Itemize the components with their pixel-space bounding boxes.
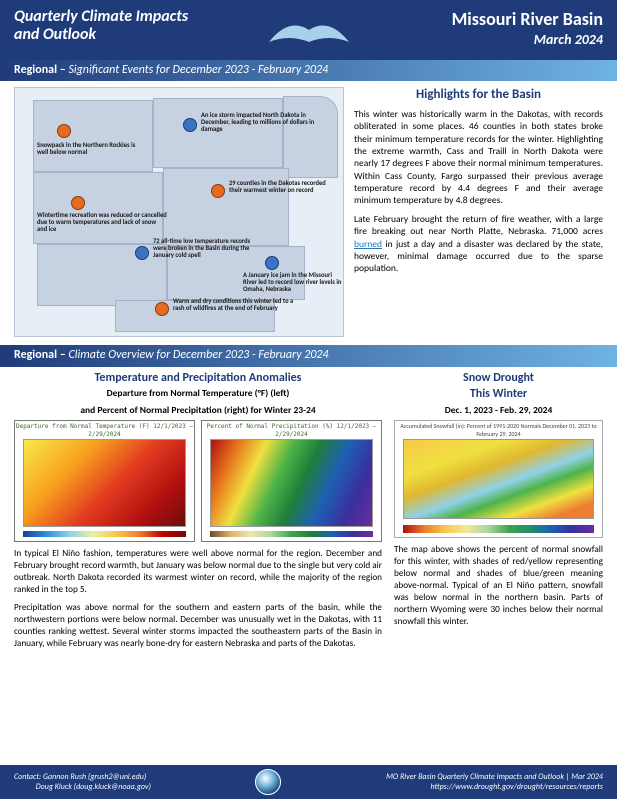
snow-chart: Accumulated Snowfall (in): Percent of 19…	[394, 420, 603, 538]
callout-icestorm: An ice storm impacted North Dakota in De…	[201, 112, 331, 133]
highlights-p2a: Late February brought the return of fire…	[354, 213, 603, 237]
temp-precip-heading: Temperature and Precipitation Anomalies	[14, 371, 382, 387]
section2-label: Regional –	[14, 348, 66, 362]
snow-p1: The map above shows the percent of norma…	[394, 544, 603, 628]
highlights-panel: Highlights for the Basin This winter was…	[354, 87, 603, 337]
basin-name: Missouri River Basin	[452, 8, 603, 31]
contact1: Gannon Rush (grush2@unl.edu)	[43, 772, 146, 782]
temp-precip-p1: In typical El Niño fashion, temperatures…	[14, 548, 382, 596]
page-header: Quarterly Climate Impacts and Outlook Mi…	[0, 0, 617, 60]
temp-precip-sub1: Departure from Normal Temperature (°F) (…	[14, 387, 382, 399]
temp-precip-sub2: and Percent of Normal Precipitation (rig…	[14, 404, 382, 416]
snow-colorbar	[403, 525, 594, 533]
doc-region-date: Missouri River Basin March 2024	[452, 8, 603, 50]
section2-title: Climate Overview for December 2023 - Feb…	[68, 348, 328, 362]
burned-link[interactable]: burned	[354, 238, 382, 250]
highlights-p2: Late February brought the return of fire…	[354, 213, 603, 275]
precip-chart-title: Percent of Normal Precipitation (%) 12/1…	[202, 423, 381, 439]
snow-chart-title: Accumulated Snowfall (in): Percent of 19…	[395, 421, 602, 439]
cite1: MO River Basin Quarterly Climate Impacts…	[386, 772, 603, 782]
page-footer: Contact: Gannon Rush (grush2@unl.edu) Do…	[0, 765, 617, 799]
wing-logo-icon	[264, 12, 354, 48]
snow-daterange: Dec. 1, 2023 - Feb. 29, 2024	[394, 404, 603, 416]
temp-precip-p2: Precipitation was above normal for the s…	[14, 602, 382, 650]
snow-heading1: Snow Drought	[394, 371, 603, 387]
callout-snowpack: Snowpack in the Northern Rockies is well…	[37, 142, 142, 156]
temp-precip-column: Temperature and Precipitation Anomalies …	[14, 371, 382, 656]
footer-contacts: Contact: Gannon Rush (grush2@unl.edu) Do…	[14, 772, 151, 793]
highlights-p2b: in just a day and a disaster was declare…	[354, 238, 603, 275]
highlights-p1: This winter was historically warm in the…	[354, 108, 603, 207]
precip-anomaly-chart: Percent of Normal Precipitation (%) 12/1…	[201, 420, 382, 542]
title-line2: and Outlook	[14, 26, 188, 44]
contact2: Doug Kluck (doug.kluck@noaa.gov)	[36, 782, 151, 792]
overview-region: Temperature and Precipitation Anomalies …	[0, 367, 617, 662]
section-bar-events: Regional – Significant Events for Decemb…	[0, 60, 617, 82]
title-line1: Quarterly Climate Impacts	[14, 8, 188, 26]
precip-colorbar	[210, 531, 373, 537]
contact-label: Contact:	[14, 772, 41, 782]
callout-icejam: A January ice jam in the Missouri River …	[243, 272, 343, 293]
events-region: Snowpack in the Northern Rockies is well…	[0, 81, 617, 345]
callout-recreation: Wintertime recreation was reduced or can…	[37, 212, 167, 233]
snow-chart-body	[403, 439, 594, 519]
section-bar-overview: Regional – Climate Overview for December…	[0, 345, 617, 367]
temp-chart-body	[23, 439, 186, 527]
basin-map: Snowpack in the Northern Rockies is well…	[14, 87, 344, 337]
temp-anomaly-chart: Departure from Normal Temperature (F) 12…	[14, 420, 195, 542]
noaa-logo-icon	[255, 769, 281, 795]
callout-coldspell: 72 all-time low temperature records were…	[153, 238, 263, 259]
footer-cite: MO River Basin Quarterly Climate Impacts…	[386, 772, 603, 793]
doc-title: Quarterly Climate Impacts and Outlook	[14, 8, 188, 50]
section-title: Significant Events for December 2023 - F…	[68, 63, 328, 77]
callout-wildfire: Warm and dry conditions this winter led …	[173, 298, 303, 312]
issue-date: March 2024	[452, 31, 603, 49]
snow-heading2: This Winter	[394, 387, 603, 403]
snow-column: Snow Drought This Winter Dec. 1, 2023 - …	[394, 371, 603, 656]
callout-warmest: 29 counties in the Dakotas recorded thei…	[229, 180, 339, 194]
temp-colorbar	[23, 531, 186, 537]
anomaly-charts: Departure from Normal Temperature (F) 12…	[14, 420, 382, 542]
precip-chart-body	[210, 439, 373, 527]
section-label: Regional –	[14, 63, 66, 77]
highlights-heading: Highlights for the Basin	[354, 87, 603, 104]
cite2: https://www.drought.gov/drought/resource…	[430, 782, 603, 792]
temp-chart-title: Departure from Normal Temperature (F) 12…	[15, 423, 194, 439]
